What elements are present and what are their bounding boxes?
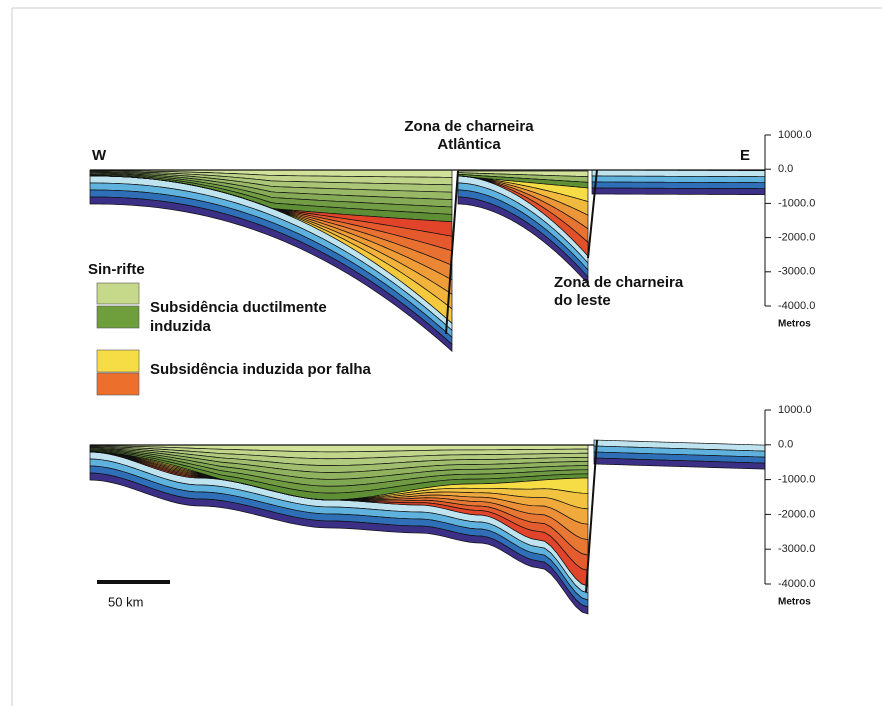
west-label: W [92,147,107,164]
pre-rift-layer [592,188,765,195]
scale-tick-label: 1000.0 [778,129,812,141]
legend-label: induzida [150,318,211,335]
pre-rift-layer [592,176,765,183]
scale-tick-label: -4000.0 [778,300,815,312]
scale-tick-label: 0.0 [778,163,793,175]
page: {"labels":{"west":"W","east":"E"}, "anno… [0,0,882,706]
scale-bar-label: 50 km [108,594,143,609]
scale-tick-label: 0.0 [778,439,793,451]
pre-rift-layer [592,170,765,177]
scale-tick-label: -3000.0 [778,266,815,278]
legend-swatch [97,350,139,372]
scale-tick-label: -1000.0 [778,474,815,486]
figure: W E Zona de charneira Atlântica Zona de … [0,0,882,706]
scale-tick-label: -2000.0 [778,508,815,520]
legend-swatch [97,373,139,395]
scale-tick-label: -2000.0 [778,232,815,244]
scale-tick-label: -3000.0 [778,543,815,555]
scale-unit: Metros [778,597,811,608]
annotation: do leste [554,292,611,309]
legend-label: Subsidência induzida por falha [150,361,372,378]
cross-sections [90,170,765,614]
scale-unit: Metros [778,319,811,330]
pre-rift-layer [592,182,765,189]
scale-tick-label: 1000.0 [778,404,812,416]
scale-tick-label: -4000.0 [778,578,815,590]
annotation: Zona de charneira [404,118,534,135]
legend-swatch [97,306,139,328]
annotation: Atlântica [437,136,501,153]
legend-title: Sin-rifte [88,261,145,278]
annotation: Zona de charneira [554,274,684,291]
legend-label: Subsidência ductilmente [150,299,327,316]
east-label: E [740,147,750,164]
scale-tick-label: -1000.0 [778,197,815,209]
legend-swatch [97,283,139,304]
